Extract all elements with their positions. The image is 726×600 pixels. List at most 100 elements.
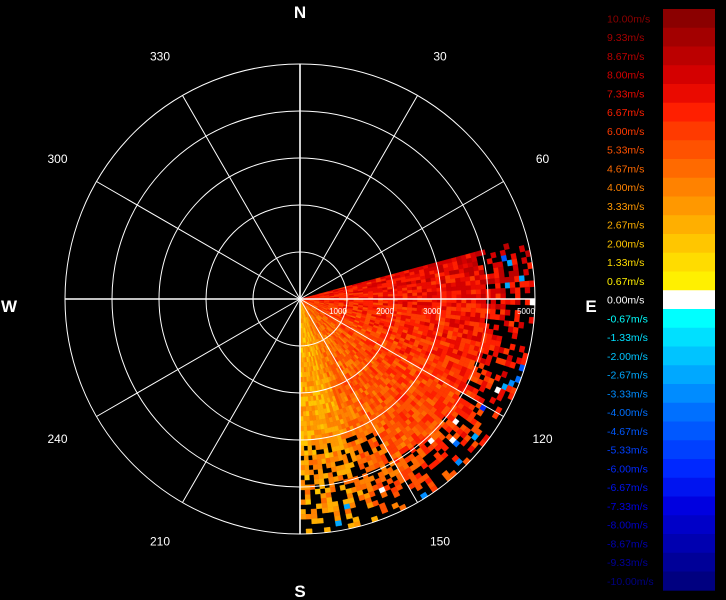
velocity-cell [494, 277, 501, 284]
velocity-cell [304, 381, 308, 388]
velocity-cell [318, 473, 324, 480]
colorbar-swatch [663, 440, 715, 460]
velocity-cell [320, 458, 327, 465]
colorbar-label: 6.67m/s [607, 107, 644, 119]
colorbar-swatch [663, 65, 715, 85]
velocity-cell [523, 268, 530, 276]
colorbar-label: -1.33m/s [607, 332, 648, 344]
velocity-cell [310, 508, 318, 515]
colorbar-label: -6.67m/s [607, 482, 648, 494]
velocity-cell [508, 270, 515, 278]
colorbar-swatch [663, 271, 715, 291]
velocity-cell [320, 497, 328, 504]
velocity-cell [456, 290, 462, 296]
azimuth-spoke [182, 298, 301, 503]
velocity-cell [301, 367, 305, 373]
velocity-cell [426, 302, 433, 307]
velocity-cell [334, 520, 343, 527]
colorbar-label: 8.00m/s [607, 70, 644, 82]
velocity-cell [480, 303, 487, 309]
velocity-cell [469, 316, 476, 323]
velocity-cell [489, 273, 496, 280]
velocity-cell [304, 464, 310, 471]
colorbar-label: -6.00m/s [607, 463, 648, 475]
velocity-cell [323, 447, 329, 454]
velocity-cell [497, 261, 504, 268]
velocity-cell [380, 506, 389, 515]
velocity-cell [494, 283, 501, 290]
velocity-cell [321, 507, 329, 514]
velocity-cell [397, 293, 404, 297]
velocity-cell [508, 320, 515, 328]
velocity-cell [407, 304, 413, 309]
colorbar-swatch [663, 327, 715, 347]
colorbar-swatch [663, 309, 715, 329]
velocity-cell [500, 304, 506, 311]
velocity-cell [421, 285, 428, 290]
range-label: 2000 [376, 307, 394, 316]
velocity-cell [407, 292, 413, 297]
azimuth-label: 60 [536, 152, 550, 166]
velocity-cell [427, 462, 436, 471]
velocity-cell [303, 460, 309, 466]
velocity-cell [309, 425, 315, 432]
velocity-cell [441, 291, 448, 296]
colorbar-label: 4.67m/s [607, 163, 644, 175]
velocity-cell [303, 455, 309, 461]
velocity-colorbar: 10.00m/s 9.33m/s 8.67m/s 8.00m/s 7.33m/s 6.67… [607, 9, 715, 591]
azimuth-spoke [299, 181, 504, 300]
velocity-cell [426, 284, 433, 290]
velocity-cell [513, 275, 520, 283]
colorbar-label: 6.00m/s [607, 126, 644, 138]
velocity-cell [382, 291, 389, 295]
velocity-cell [495, 288, 501, 295]
velocity-cell [315, 503, 323, 510]
velocity-cell [475, 312, 481, 319]
colorbar-swatch [663, 515, 715, 535]
velocity-cell [417, 301, 423, 306]
velocity-cell [470, 312, 476, 318]
velocity-cell [402, 293, 408, 297]
velocity-cell [445, 278, 452, 284]
velocity-cell [305, 401, 309, 407]
velocity-cell [421, 288, 428, 293]
velocity-cell [455, 286, 462, 292]
velocity-cell [511, 258, 518, 266]
colorbar-label: 5.33m/s [607, 145, 644, 157]
velocity-cell [299, 509, 306, 515]
colorbar-swatch [663, 421, 715, 441]
velocity-cell [440, 283, 447, 289]
velocity-cell [451, 286, 457, 292]
colorbar-swatch [663, 571, 715, 591]
velocity-cell [464, 276, 471, 282]
velocity-cell [484, 359, 492, 367]
velocity-cell [317, 468, 324, 475]
velocity-cell [302, 411, 307, 417]
velocity-cell [509, 287, 516, 294]
colorbar-label: 0.67m/s [607, 276, 644, 288]
velocity-cell [308, 415, 314, 422]
velocity-cell [368, 294, 374, 298]
velocity-cell [465, 285, 472, 291]
colorbar-swatch [663, 496, 715, 516]
velocity-cell [407, 289, 413, 294]
velocity-cell [455, 311, 462, 317]
velocity-cell [330, 466, 337, 473]
velocity-cell [504, 282, 511, 289]
velocity-cell [513, 315, 520, 323]
velocity-cell [307, 440, 312, 446]
colorbar-label: -5.33m/s [607, 445, 648, 457]
velocity-cell [469, 275, 476, 282]
velocity-cell [505, 298, 511, 305]
velocity-cell [416, 289, 423, 294]
velocity-cell [460, 307, 467, 313]
colorbar-label: -8.00m/s [607, 520, 648, 532]
velocity-cell [475, 307, 482, 314]
velocity-cell [504, 309, 511, 316]
velocity-cell [301, 376, 305, 383]
velocity-cell [421, 301, 428, 306]
velocity-cell [479, 279, 486, 286]
velocity-cell [475, 303, 482, 309]
velocity-cell [312, 464, 319, 471]
velocity-cell [500, 298, 506, 305]
